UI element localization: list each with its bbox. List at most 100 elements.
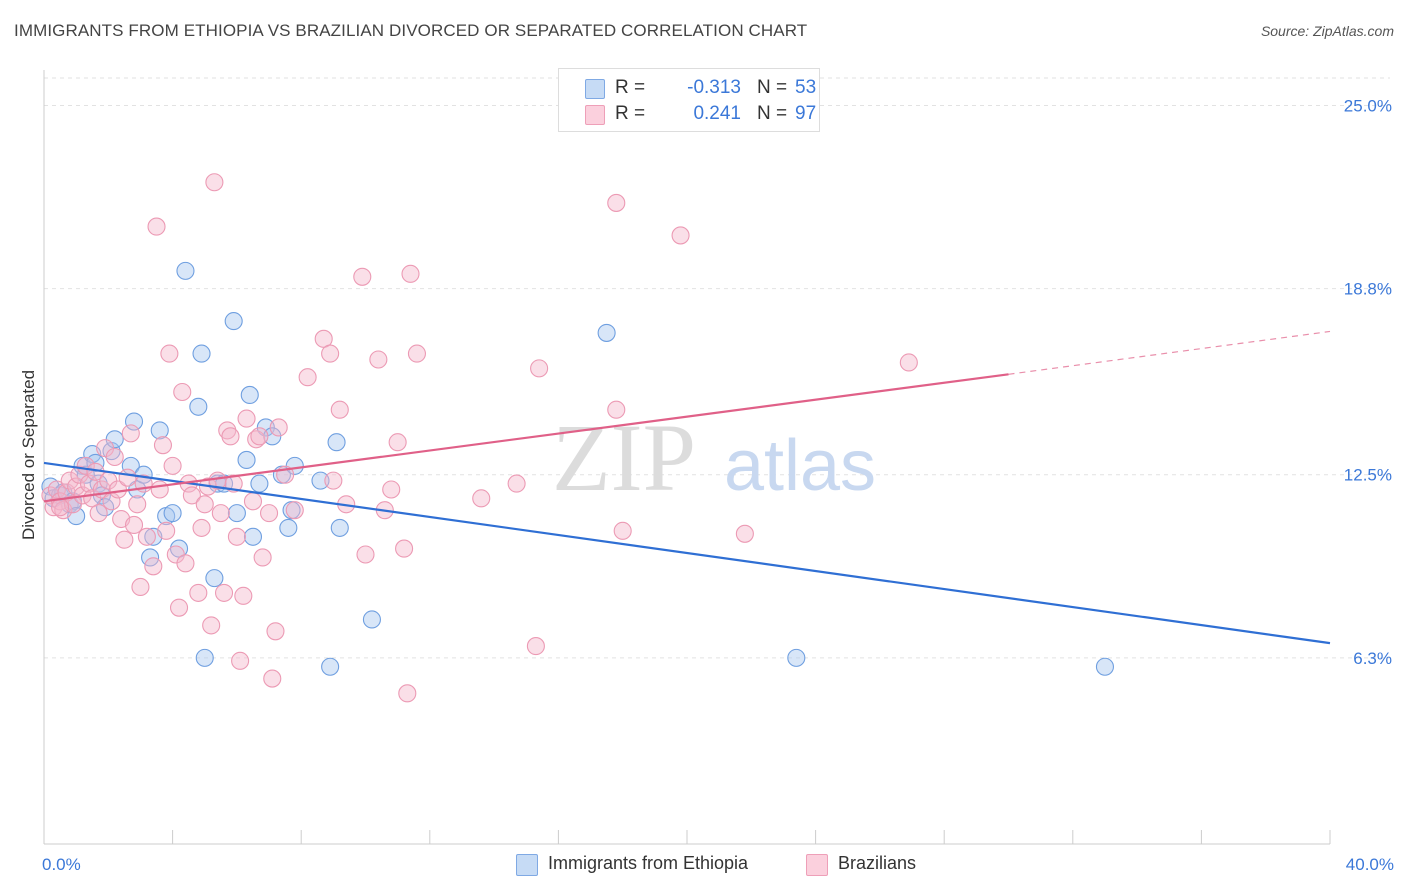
brazilian-point xyxy=(54,501,73,520)
legend-r-value: 0.241 xyxy=(693,103,741,124)
brazilian-point xyxy=(530,359,549,378)
brazilian-point xyxy=(247,430,266,449)
brazilian-point xyxy=(735,524,754,543)
brazilian-point xyxy=(388,433,407,452)
brazilian-point xyxy=(189,583,208,602)
brazilian-point xyxy=(671,226,690,245)
ethiopia-point xyxy=(195,648,214,667)
brazilian-point xyxy=(192,518,211,537)
brazilian-point xyxy=(253,548,272,567)
brazilian-point xyxy=(227,527,246,546)
ethiopia-point xyxy=(224,312,243,331)
y-tick-label: 18.8% xyxy=(1344,280,1392,299)
legend-n-value: 97 xyxy=(795,103,817,124)
legend-swatch-brazilians xyxy=(585,105,605,125)
ethiopia-point xyxy=(311,471,330,490)
brazilian-point xyxy=(221,427,240,446)
trend-lines xyxy=(43,330,1331,645)
ethiopia-point xyxy=(189,397,208,416)
brazilian-point xyxy=(899,353,918,372)
ethiopia-point xyxy=(240,385,259,405)
brazilian-point xyxy=(150,480,169,499)
brazilian-point xyxy=(356,545,375,564)
axes xyxy=(43,70,1331,845)
brazilian-point xyxy=(369,350,388,369)
legend-n-label: N = xyxy=(757,103,788,124)
ethiopia-point xyxy=(1095,657,1114,676)
brazilian-point xyxy=(526,637,545,656)
brazilian-point xyxy=(89,504,108,523)
brazilian-point xyxy=(51,498,70,517)
brazilian-point xyxy=(237,409,256,428)
brazilian-point xyxy=(353,267,372,286)
brazilian-point xyxy=(105,447,124,467)
tick-labels: 25.0% 18.8% 12.5% 6.3% 0.0% 40.0% xyxy=(42,96,1394,874)
ethiopia-point xyxy=(227,504,246,523)
ethiopia-point xyxy=(150,421,169,440)
ethiopia-point xyxy=(321,657,340,676)
brazilian-point xyxy=(131,577,150,597)
ethiopia-point xyxy=(237,450,256,470)
brazilian-point xyxy=(263,669,282,688)
brazilian-point xyxy=(195,495,214,514)
watermark-zip: ZIP xyxy=(552,404,696,511)
brazilian-point xyxy=(407,344,426,363)
brazilian-trend-extension xyxy=(1008,330,1331,375)
legend-n-value: 53 xyxy=(795,77,817,98)
bottom-legend-swatch-brazilians xyxy=(806,854,828,876)
data-points xyxy=(41,173,1114,703)
ethiopia-point xyxy=(192,344,211,363)
brazilian-point xyxy=(205,173,224,192)
brazilian-point xyxy=(285,501,304,520)
brazilian-point xyxy=(298,368,317,387)
brazilian-point xyxy=(157,521,176,540)
brazilian-point xyxy=(607,193,626,212)
bottom-legend-swatch-ethiopia xyxy=(516,854,538,876)
ethiopia-point xyxy=(279,518,298,537)
brazilian-point xyxy=(147,217,166,236)
brazilian-point xyxy=(182,486,201,505)
ethiopia-point xyxy=(124,412,144,431)
chart-title: IMMIGRANTS FROM ETHIOPIA VS BRAZILIAN DI… xyxy=(14,21,808,40)
bottom-legend-label-brazilians: Brazilians xyxy=(838,853,917,873)
ethiopia-point xyxy=(330,518,349,537)
y-tick-label: 25.0% xyxy=(1344,96,1392,115)
brazilian-point xyxy=(115,530,134,549)
brazilian-point xyxy=(144,557,163,576)
y-tick-label: 6.3% xyxy=(1353,649,1392,668)
ethiopia-point xyxy=(243,527,263,546)
legend-r-value: -0.313 xyxy=(687,77,741,98)
ethiopia-point xyxy=(163,504,182,523)
watermark-atlas: atlas xyxy=(724,426,876,506)
ethiopia-point xyxy=(597,323,616,342)
y-axis-label: Divorced or Separated xyxy=(19,370,38,540)
brazilian-point xyxy=(607,400,626,419)
brazilian-point xyxy=(118,468,137,487)
brazilian-point xyxy=(211,504,230,523)
brazilian-point xyxy=(231,651,250,670)
brazilian-point xyxy=(218,421,237,440)
ethiopia-point xyxy=(176,261,195,280)
brazilian-point xyxy=(163,456,182,475)
brazilian-point xyxy=(234,586,253,605)
brazilian-trend-line xyxy=(43,373,1009,503)
ethiopia-point xyxy=(362,610,381,629)
brazilian-point xyxy=(124,515,144,534)
brazilian-point xyxy=(176,554,195,573)
brazilian-point xyxy=(269,418,288,437)
brazilian-point xyxy=(173,382,192,402)
ethiopia-trend-line xyxy=(43,461,1331,645)
brazilian-point xyxy=(395,539,414,558)
brazilian-point xyxy=(259,504,279,523)
ethiopia-point xyxy=(205,569,224,588)
brazilian-point xyxy=(243,492,263,511)
y-tick-label: 12.5% xyxy=(1344,466,1392,485)
brazilian-point xyxy=(401,264,420,283)
watermark: ZIP atlas xyxy=(552,404,876,511)
brazilian-point xyxy=(169,598,189,617)
ethiopia-point xyxy=(327,433,346,452)
brazilian-point xyxy=(214,583,234,602)
brazilian-point xyxy=(250,427,269,446)
x-tick-label: 0.0% xyxy=(42,855,81,874)
